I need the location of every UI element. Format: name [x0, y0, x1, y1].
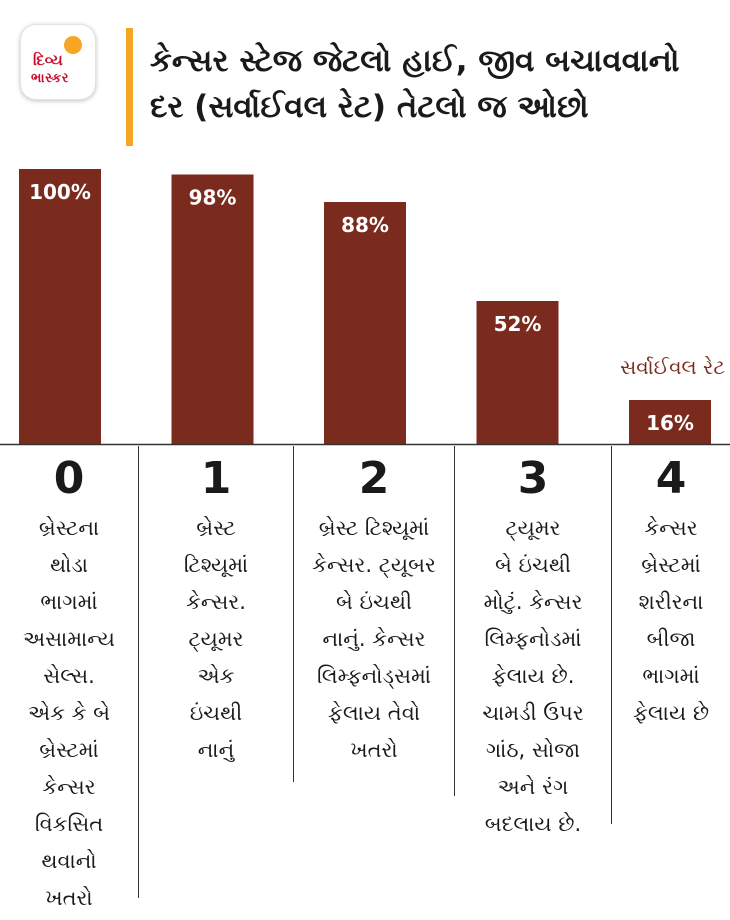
bar-stage-1: [171, 174, 254, 444]
stage-0: 0 બ્રેસ્ટના થોડા ભાગમાં અસામાન્ય સેલ્સ. …: [0, 452, 138, 917]
bar-stage-0: [19, 169, 101, 444]
column-divider: [293, 446, 294, 782]
stage-description: કેન્સર બ્રેસ્ટમાં શરીરના બીજા ભાગમાં ફેલ…: [632, 516, 710, 725]
stage-description: ટ્યૂમર બે ઇંચથી મોટું. કેન્સર લિમ્ફનોડમા…: [482, 516, 584, 836]
bar-stage-4: [629, 400, 711, 444]
bar-value-label: 100%: [29, 180, 91, 204]
stage-1: 1 બ્રેસ્ટ ટિશ્યૂમાં કેન્સર. ટ્યૂમર એક ઇં…: [139, 452, 293, 769]
stage-description: બ્રેસ્ટના થોડા ભાગમાં અસામાન્ય સેલ્સ. એક…: [22, 516, 115, 910]
stage-2: 2 બ્રેસ્ટ ટિશ્યૂમાં કેન્સર. ટ્યૂબર બે ઇં…: [294, 452, 454, 769]
column-divider: [138, 446, 139, 898]
title-accent-bar: [126, 28, 133, 146]
column-divider: [454, 446, 455, 796]
bar-value-label: 98%: [189, 186, 237, 210]
stage-number: 0: [53, 453, 85, 504]
bar-value-label: 16%: [646, 411, 694, 435]
series-legend: સર્વાઈવલ રેટ: [620, 355, 725, 379]
bar-value-label: 88%: [341, 213, 389, 237]
bar-stage-2: [324, 202, 406, 444]
bar-value-label: 52%: [494, 312, 542, 336]
logo-line-1: દિવ્ય: [33, 51, 63, 69]
logo-line-2: ભાસ્કર: [31, 71, 69, 86]
stage-number: 3: [517, 453, 549, 504]
sun-icon: [64, 36, 82, 54]
bar-stage-3: [476, 301, 559, 444]
bar-chart: 100% 98% 88% 52% 16%: [0, 169, 730, 446]
stage-description: બ્રેસ્ટ ટિશ્યૂમાં કેન્સર. ટ્યૂમર એક ઇંચથ…: [183, 516, 249, 762]
page-title: કેન્સર સ્ટેજ જેટલો હાઈ, જીવ બચાવવાનો દર …: [150, 43, 680, 125]
column-divider: [611, 446, 612, 824]
stage-number: 1: [200, 453, 232, 504]
stage-4: 4 કેન્સર બ્રેસ્ટમાં શરીરના બીજા ભાગમાં ફ…: [612, 452, 730, 732]
stage-description: બ્રેસ્ટ ટિશ્યૂમાં કેન્સર. ટ્યૂબર બે ઇંચથ…: [312, 516, 436, 762]
stage-number: 2: [358, 453, 390, 504]
stage-number: 4: [655, 453, 687, 504]
stage-3: 3 ટ્યૂમર બે ઇંચથી મોટું. કેન્સર લિમ્ફનોડ…: [455, 452, 611, 843]
divya-bhaskar-logo: દિવ્ય ભાસ્કર: [20, 24, 96, 100]
